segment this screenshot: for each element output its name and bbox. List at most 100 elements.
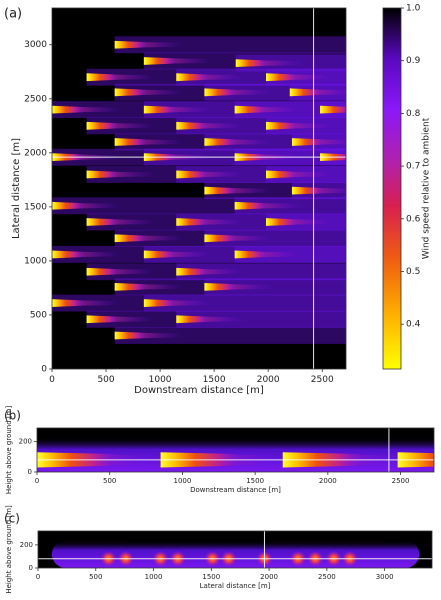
wake-core	[176, 218, 209, 226]
wake-core	[52, 299, 85, 307]
wake	[114, 331, 182, 340]
y-tick-label: 1500	[24, 202, 47, 212]
wake-core	[234, 250, 268, 259]
plot-area	[38, 531, 432, 568]
x-tick-label: 1000	[174, 477, 192, 485]
plot-area	[37, 428, 434, 472]
wake-core	[114, 234, 148, 243]
wake	[176, 218, 244, 226]
wake-field	[204, 278, 346, 296]
wake-core	[266, 121, 299, 130]
panel-label: (b)	[4, 409, 21, 423]
y-tick-label: 0	[28, 468, 32, 476]
wake	[52, 250, 120, 259]
y-tick-label: 2500	[24, 94, 47, 104]
y-tick-label: 0.5	[406, 267, 420, 277]
wake-core	[143, 57, 177, 65]
wake-core	[266, 218, 299, 226]
wake-core	[143, 250, 177, 259]
x-tick-label: 0	[49, 375, 55, 385]
wake	[176, 73, 244, 82]
wake	[235, 59, 303, 68]
x-tick-label: 3000	[376, 573, 394, 581]
wake-core	[114, 40, 148, 49]
wake	[114, 138, 182, 146]
y-tick-label: 200	[20, 541, 33, 549]
wake-core	[86, 218, 120, 226]
y-tick-label: 0.9	[406, 56, 421, 66]
wake-core	[86, 73, 120, 82]
wake	[86, 170, 154, 179]
x-tick-label: 2500	[392, 477, 410, 485]
wake	[114, 88, 182, 97]
y-tick-label: 0.4	[406, 320, 421, 330]
wake	[143, 105, 211, 114]
wake-field	[143, 294, 346, 312]
wake	[114, 234, 182, 243]
wake-core	[291, 138, 325, 146]
wake-core	[143, 105, 177, 114]
y-axis-label: Height above ground [m]	[5, 505, 13, 594]
y-tick-label: 1000	[24, 256, 47, 266]
wake-field	[204, 229, 346, 247]
y-tick-label: 0	[41, 365, 47, 375]
wake	[291, 186, 346, 195]
axes-frame	[37, 530, 433, 569]
x-tick-label: 1000	[145, 573, 163, 581]
x-tick-label: 2000	[260, 573, 278, 581]
panel-label: (a)	[4, 7, 22, 22]
wake-core	[52, 250, 85, 259]
y-tick-label: 0.7	[406, 162, 420, 172]
wake	[320, 105, 346, 114]
wake	[143, 299, 211, 307]
y-tick-label: 1.0	[406, 4, 421, 14]
plot-area	[52, 8, 346, 369]
wake-field	[52, 197, 346, 215]
wake-field	[204, 83, 346, 101]
x-tick-label: 2000	[319, 477, 337, 485]
wake-core	[234, 201, 268, 210]
wake	[176, 267, 244, 276]
wake	[86, 315, 154, 324]
wake-core	[114, 331, 148, 340]
wake-core	[176, 267, 209, 276]
wake-core	[176, 73, 209, 82]
wake-core	[176, 121, 209, 130]
wake-core	[52, 105, 85, 114]
x-axis-label: Downstream distance [m]	[190, 486, 281, 494]
wake-field	[176, 68, 346, 86]
wake	[176, 315, 244, 324]
wake	[176, 121, 244, 130]
wake-core	[320, 105, 346, 114]
y-tick-label: 200	[19, 438, 32, 446]
wake	[114, 282, 182, 291]
wake-core	[176, 315, 209, 324]
y-tick-label: 0.8	[406, 109, 421, 119]
wake	[176, 170, 244, 179]
wake	[266, 121, 334, 130]
wake-field	[176, 166, 346, 183]
wake	[266, 170, 334, 179]
wake	[52, 299, 120, 307]
wake-core	[291, 186, 325, 195]
wake-core	[234, 105, 268, 114]
wake-core	[86, 267, 120, 276]
wake-core	[204, 282, 237, 291]
y-tick-label: 500	[30, 310, 47, 320]
wake-field	[204, 133, 346, 151]
x-tick-label: 2500	[318, 573, 336, 581]
wake	[289, 88, 346, 97]
wake	[143, 57, 211, 65]
wake	[52, 105, 120, 114]
wake	[143, 250, 211, 259]
x-tick-label: 0	[35, 477, 39, 485]
colorbar	[383, 8, 401, 369]
wake-field	[114, 327, 346, 344]
wake-core	[204, 186, 237, 195]
wake-field	[176, 310, 346, 328]
x-tick-label: 1000	[149, 375, 172, 385]
y-axis-label: Lateral distance [m]	[11, 138, 22, 239]
wake	[86, 218, 154, 226]
wake	[204, 88, 272, 97]
